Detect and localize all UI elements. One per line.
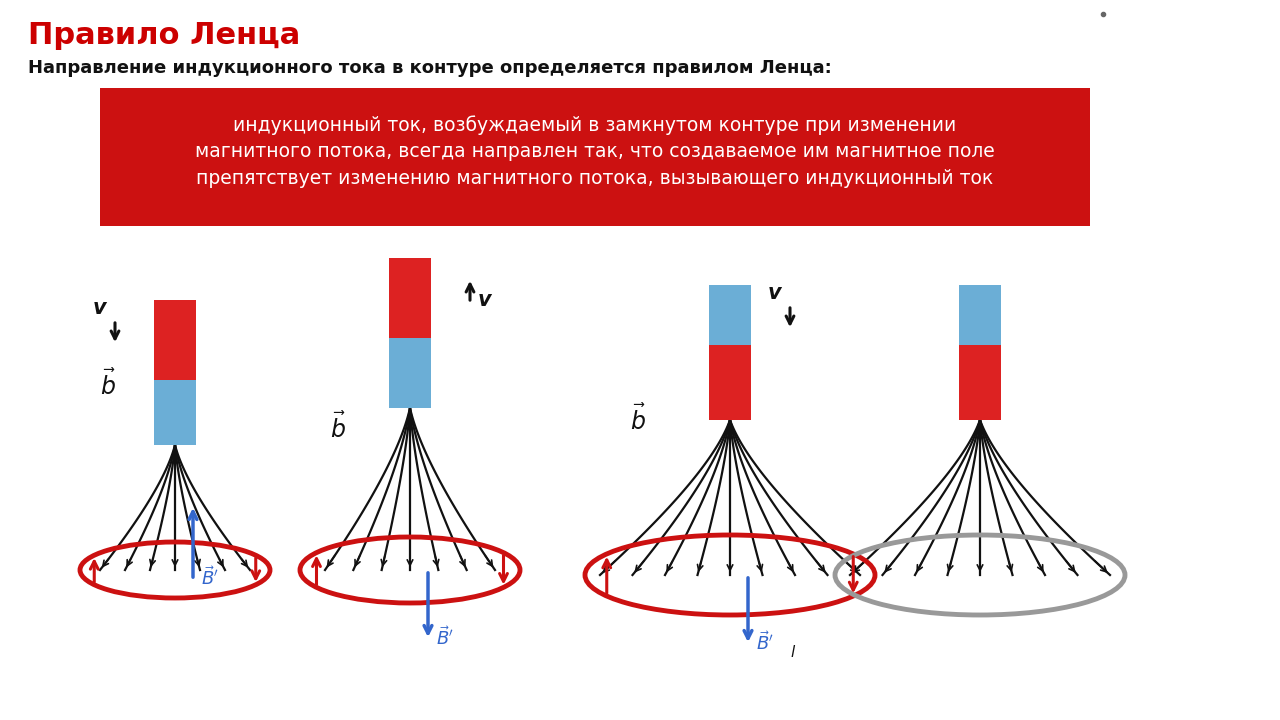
Text: препятствует изменению магнитного потока, вызывающего индукционный ток: препятствует изменению магнитного потока… <box>196 169 993 188</box>
Text: $\vec{b}$: $\vec{b}$ <box>330 413 347 443</box>
Bar <box>100 88 1091 226</box>
Text: l: l <box>790 645 795 660</box>
Text: $\vec{B}'$: $\vec{B}'$ <box>756 631 774 654</box>
Bar <box>709 285 751 345</box>
Bar <box>959 285 1001 345</box>
Text: $\vec{b}$: $\vec{b}$ <box>630 404 646 435</box>
Text: Направление индукционного тока в контуре определяется правилом Ленца:: Направление индукционного тока в контуре… <box>28 59 832 77</box>
Text: $\vec{B}'$: $\vec{B}'$ <box>201 566 219 589</box>
Bar <box>709 345 751 420</box>
Bar <box>959 345 1001 420</box>
Text: магнитного потока, всегда направлен так, что создаваемое им магнитное поле: магнитного потока, всегда направлен так,… <box>195 142 995 161</box>
Bar <box>389 258 431 338</box>
Text: $\vec{b}$: $\vec{b}$ <box>100 369 116 400</box>
Bar <box>389 338 431 408</box>
Text: v: v <box>477 290 492 310</box>
Text: индукционный ток, возбуждаемый в замкнутом контуре при изменении: индукционный ток, возбуждаемый в замкнут… <box>233 115 956 135</box>
Text: $\vec{B}'$: $\vec{B}'$ <box>436 626 454 649</box>
Text: v: v <box>93 298 106 318</box>
Bar <box>154 380 196 445</box>
Text: v: v <box>768 283 782 303</box>
Bar <box>154 300 196 380</box>
Text: Правило Ленца: Правило Ленца <box>28 20 301 50</box>
